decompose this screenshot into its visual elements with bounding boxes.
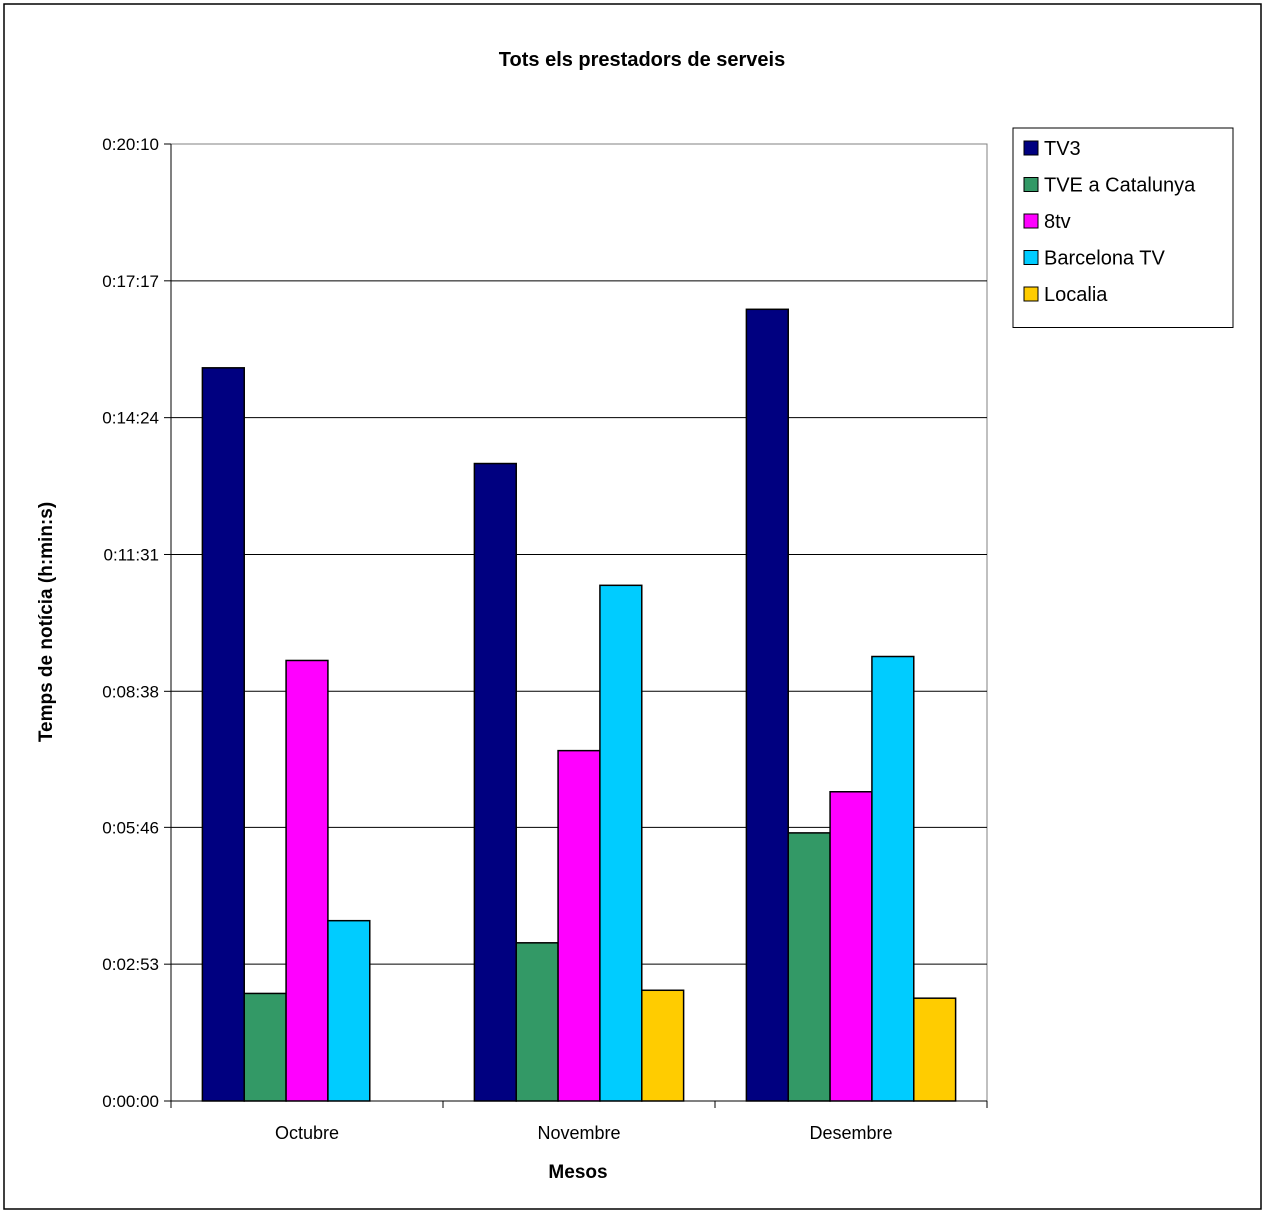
bar-localia-desembre [913, 997, 957, 1102]
bar-8tv-octubre [285, 659, 329, 1102]
y-axis-label: Temps de notícia (h:min:s) [36, 502, 57, 742]
y-tick-labels: 0:00:00 0:02:53 0:05:46 0:08:38 0:11:31 0:14:… [102, 135, 159, 1111]
bar-tv3-novembre [473, 462, 517, 1102]
bar-tve-a-catalunya-desembre [787, 832, 831, 1102]
x-tick-labels: Octubre Novembre Desembre [275, 1123, 893, 1143]
legend-label: TV3 [1044, 138, 1081, 160]
bars [201, 308, 957, 1102]
bar-tv3-octubre [201, 367, 245, 1102]
legend-box [1012, 127, 1234, 328]
legend-swatch [1023, 286, 1039, 302]
bar-8tv-novembre [557, 749, 601, 1102]
axes [164, 143, 988, 1108]
x-tick-label: Novembre [537, 1123, 620, 1143]
legend-label: Localia [1044, 284, 1108, 306]
y-tick-label: 0:02:53 [102, 955, 159, 974]
legend-label: TVE a Catalunya [1044, 175, 1196, 197]
y-tick-label: 0:17:17 [102, 272, 159, 291]
bar-barcelona-tv-octubre [327, 919, 371, 1102]
bar-barcelona-tv-novembre [599, 584, 643, 1102]
legend: TV3 TVE a Catalunya 8tv Barcelona TV Localia [1012, 127, 1234, 328]
bar-barcelona-tv-desembre [871, 655, 915, 1102]
y-tick-label: 0:05:46 [102, 818, 159, 837]
y-tick-label: 0:08:38 [102, 682, 159, 701]
legend-swatch [1023, 140, 1039, 156]
chart-title: Tots els prestadors de serveis [499, 49, 785, 71]
y-tick-label: 0:00:00 [102, 1092, 159, 1111]
legend-swatch [1023, 177, 1039, 192]
x-axis-label: Mesos [548, 1162, 607, 1183]
legend-label: Barcelona TV [1044, 248, 1165, 270]
legend-label: 8tv [1044, 211, 1071, 233]
bar-tv3-desembre [745, 308, 789, 1102]
y-tick-label: 0:11:31 [104, 545, 159, 564]
x-tick-label: Octubre [275, 1123, 339, 1143]
y-tick-label: 0:20:10 [102, 135, 159, 154]
legend-swatch [1023, 250, 1039, 265]
bar-tve-a-catalunya-octubre [243, 992, 287, 1102]
legend-swatch [1023, 213, 1039, 229]
y-tick-label: 0:14:24 [102, 409, 159, 428]
bar-8tv-desembre [829, 791, 873, 1102]
x-tick-label: Desembre [809, 1123, 892, 1143]
bar-localia-novembre [641, 989, 685, 1102]
bar-tve-a-catalunya-novembre [515, 942, 559, 1102]
